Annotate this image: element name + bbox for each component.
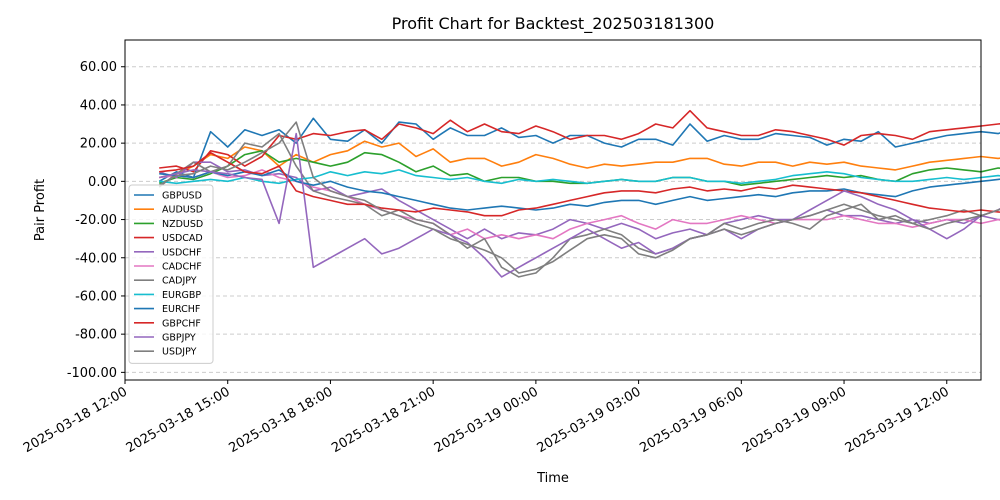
y-tick-label: 0.00	[88, 175, 117, 190]
series-line-eurgbp	[159, 169, 1000, 185]
x-tick-label: 2025-03-19 12:00	[843, 384, 952, 456]
y-tick-label: -60.00	[75, 289, 117, 304]
legend-label: GBPUSD	[162, 191, 202, 202]
y-axis-title: Pair Profit	[33, 179, 48, 241]
x-tick-label: 2025-03-19 06:00	[637, 384, 746, 456]
y-tick-label: -80.00	[75, 328, 117, 343]
y-gridlines	[125, 66, 981, 373]
legend-label: GBPJPY	[162, 333, 196, 344]
legend-label: USDCHF	[162, 247, 202, 258]
x-tick-label: 2025-03-19 09:00	[740, 384, 849, 456]
x-tick-label: 2025-03-19 03:00	[535, 384, 644, 456]
legend-label: USDJPY	[162, 347, 197, 358]
legend-label: NZDUSD	[162, 219, 203, 230]
series-line-cadjpy	[158, 132, 1000, 278]
chart-title: Profit Chart for Backtest_202503181300	[392, 14, 715, 34]
legend-label: EURGBP	[162, 290, 201, 301]
legend-label: USDCAD	[162, 233, 203, 244]
plot-frame	[124, 39, 982, 381]
series-line-gbpusd	[158, 117, 1000, 183]
y-tick-label: -40.00	[75, 251, 117, 266]
x-tick-label: 2025-03-18 21:00	[329, 384, 438, 456]
series-line-audusd	[159, 140, 1000, 179]
series-line-usdjpy	[158, 121, 1000, 274]
x-tick-label: 2025-03-18 12:00	[21, 384, 130, 456]
y-tick-label: 60.00	[80, 60, 117, 75]
legend-label: GBPCHF	[162, 318, 201, 329]
y-tick-label: 20.00	[80, 137, 117, 152]
legend: GBPUSD AUDUSD NZDUSD USDCAD USDCHF CADCHF CADJ…	[128, 184, 214, 364]
x-tick-label: 2025-03-19 00:00	[432, 384, 541, 456]
series-line-cadchf	[159, 169, 1000, 240]
y-tick-label: 40.00	[80, 98, 117, 113]
legend-label: EURCHF	[162, 304, 200, 315]
x-axis-title: Time	[536, 471, 569, 486]
x-tick-label: 2025-03-18 18:00	[226, 384, 335, 456]
y-axis-ticks: -100.00 -80.00 -60.00 -40.00 -20.00 0.00 20.00…	[67, 60, 125, 381]
x-tick-label: 2025-03-18 15:00	[124, 384, 233, 456]
legend-label: AUDUSD	[162, 205, 203, 216]
y-tick-label: -20.00	[75, 213, 117, 228]
legend-label: CADJPY	[162, 276, 197, 287]
series-line-gbpchf	[159, 151, 1000, 217]
series-lines	[158, 109, 1000, 278]
y-tick-label: -100.00	[67, 366, 117, 381]
legend-box	[128, 184, 214, 364]
legend-label: CADCHF	[162, 262, 202, 273]
series-line-usdcad	[159, 109, 1000, 173]
series-line-eurchf	[159, 169, 1000, 211]
